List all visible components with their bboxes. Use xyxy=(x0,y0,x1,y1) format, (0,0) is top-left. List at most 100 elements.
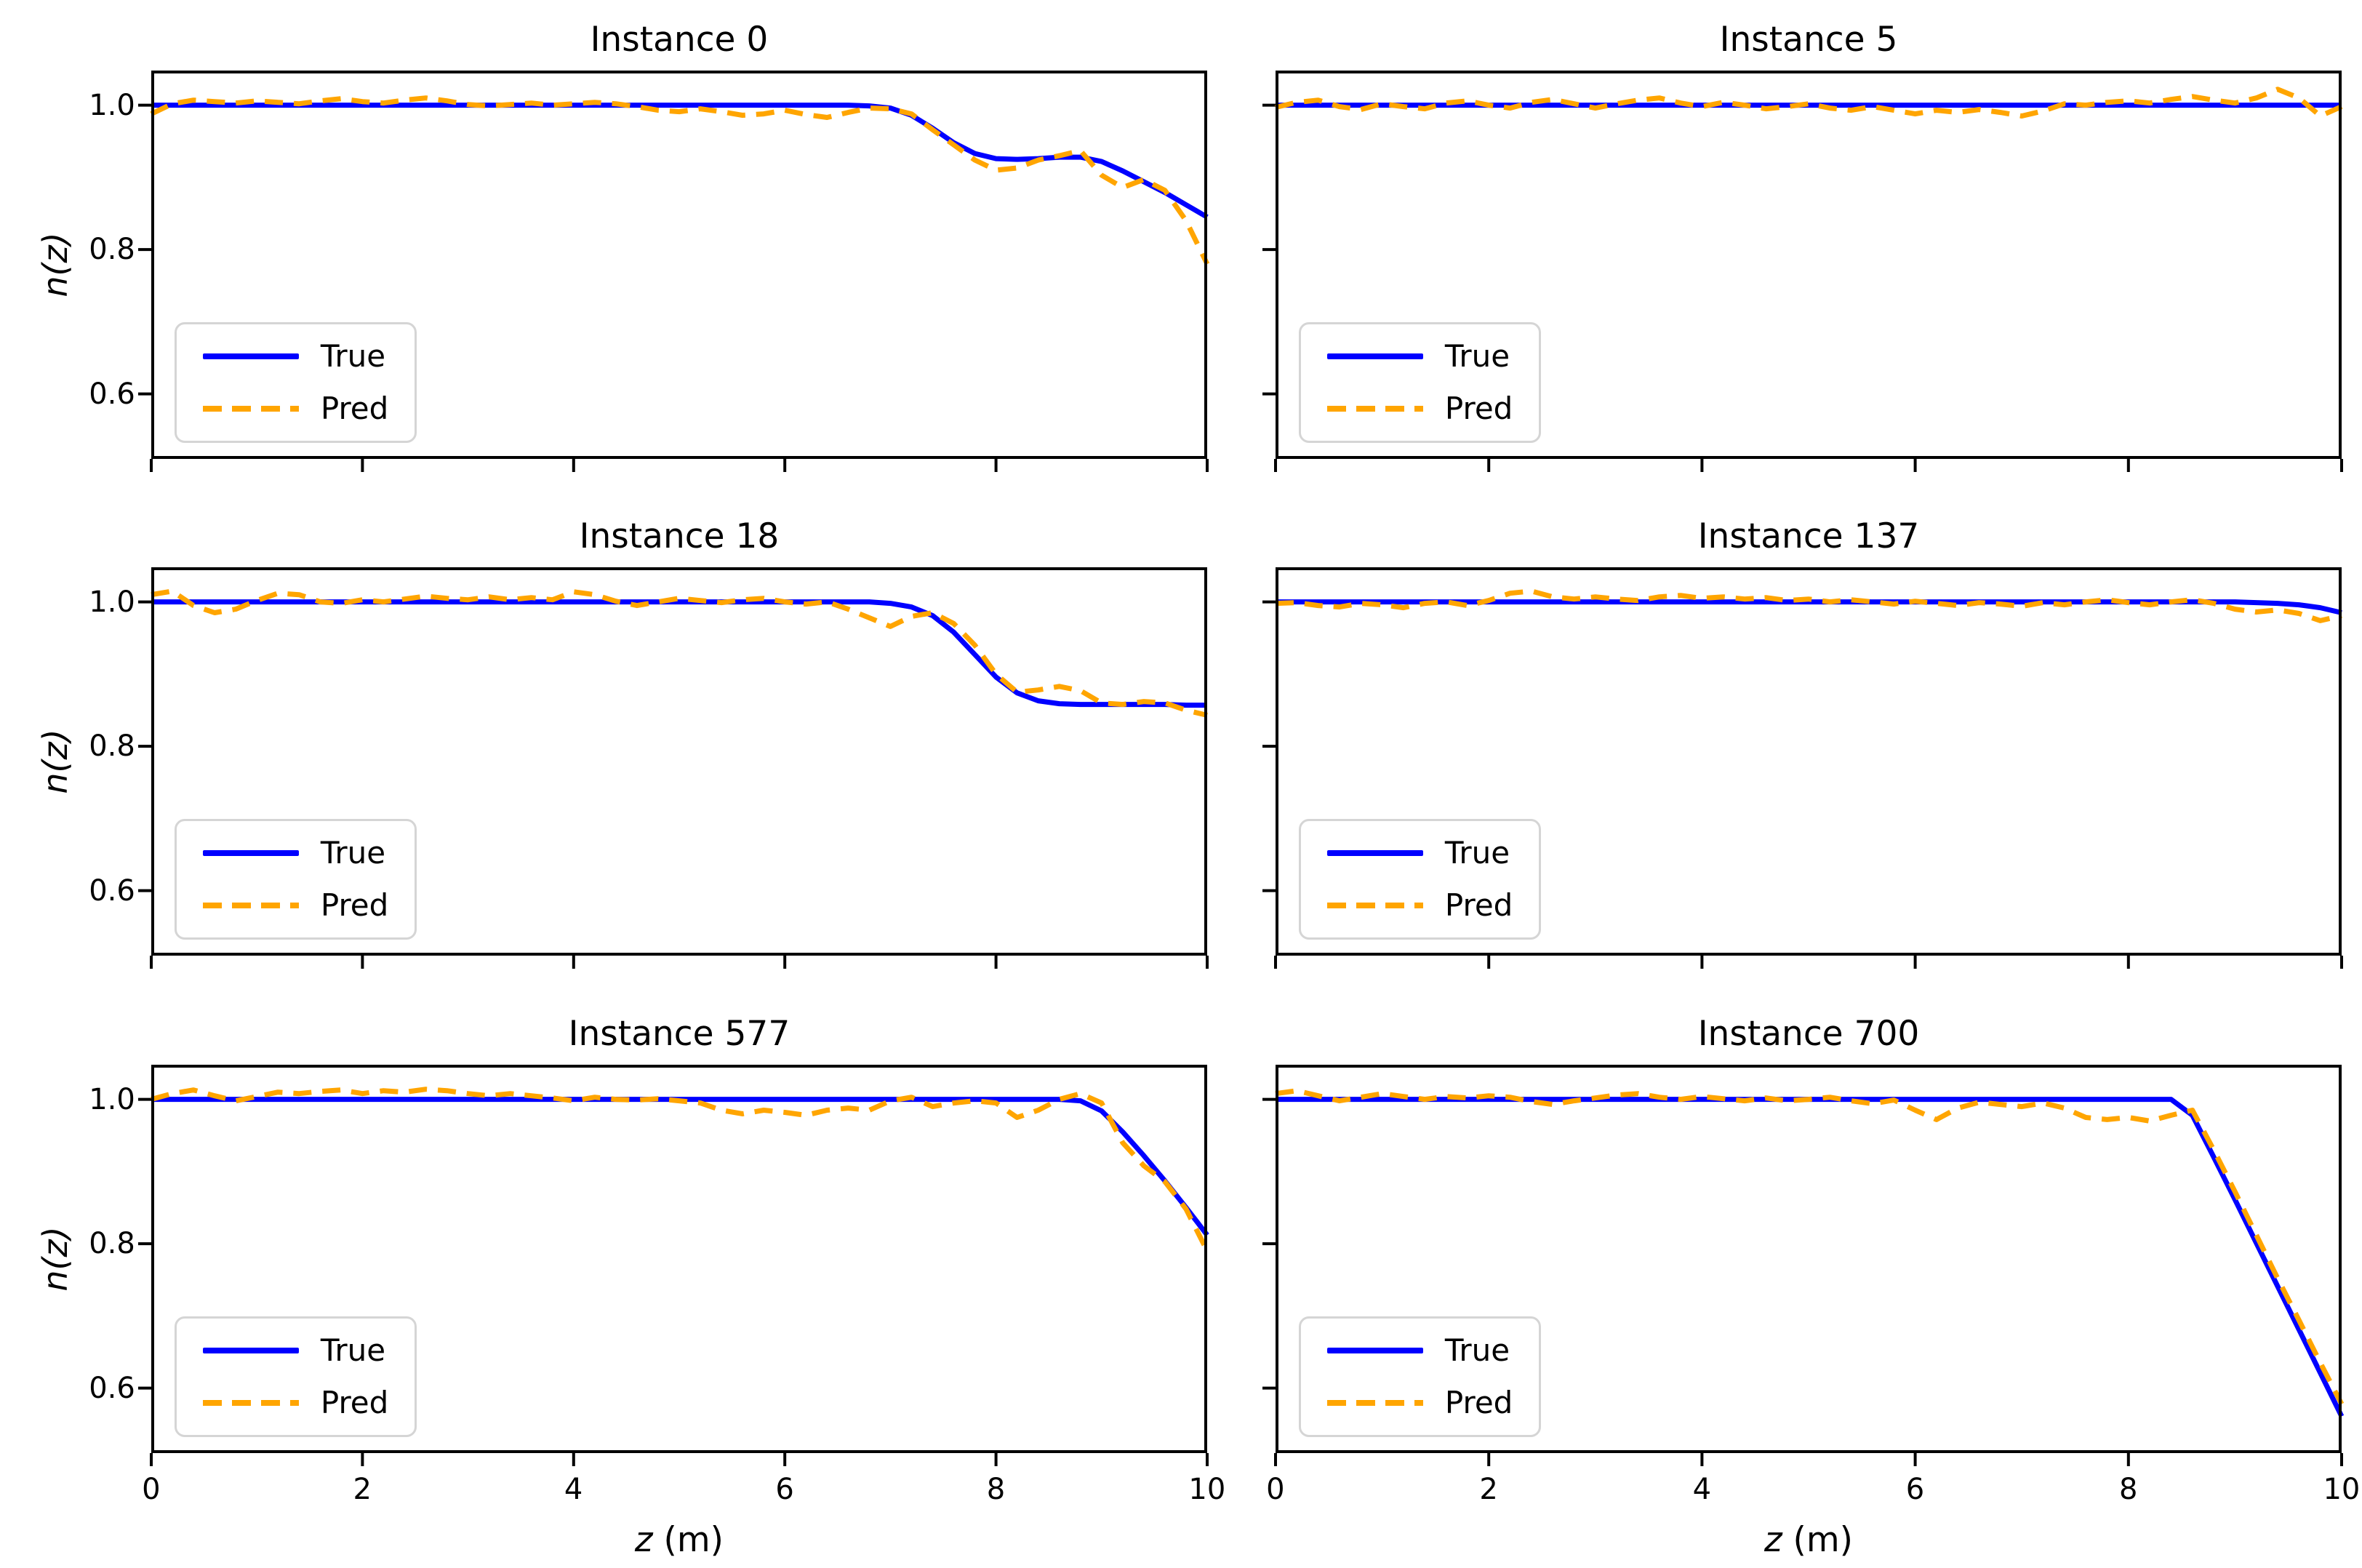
pred-line xyxy=(1275,87,2343,119)
subplot-title: Instance 18 xyxy=(579,516,780,557)
legend-label-pred: Pred xyxy=(1444,391,1513,427)
y-tick-label: 0.6 xyxy=(89,377,135,411)
true-line-sample-icon xyxy=(202,353,299,360)
y-tick-label: 0.6 xyxy=(89,1371,135,1405)
legend: True Pred xyxy=(1298,819,1542,940)
x-axis-label-unit: (m) xyxy=(1782,1519,1854,1560)
y-tick-label: 1.0 xyxy=(89,585,135,619)
x-tick-label: 2 xyxy=(353,1472,372,1506)
y-tick-label: 1.0 xyxy=(89,1082,135,1116)
pred-line xyxy=(150,95,1210,265)
pred-line-sample-icon xyxy=(1326,903,1423,909)
subplot-title: Instance 137 xyxy=(1697,516,1920,557)
legend-item-pred: Pred xyxy=(1326,1384,1513,1420)
y-tick-label: 0.8 xyxy=(89,233,135,267)
plot-area xyxy=(1262,567,2343,969)
x-axis-label: z (m) xyxy=(151,1520,1207,1560)
pred-line-sample-icon xyxy=(202,406,299,412)
pred-line xyxy=(1275,588,2342,623)
legend: True Pred xyxy=(1298,322,1542,444)
pred-line xyxy=(1275,1088,2345,1406)
x-axis-label-unit: (m) xyxy=(652,1519,724,1560)
y-tick-label: 0.6 xyxy=(89,873,135,908)
subplot-instance-700: Instance 700 True Pred z (m) 0 2 4 6 8 10 xyxy=(1262,1014,2360,1560)
plot-spines xyxy=(1275,1064,2342,1453)
x-tick-label: 8 xyxy=(986,1472,1006,1506)
legend-label-pred: Pred xyxy=(320,391,389,427)
pred-line-sample-icon xyxy=(202,903,299,909)
plot-area xyxy=(137,567,1209,969)
true-line xyxy=(151,103,1209,220)
true-line xyxy=(151,1097,1209,1237)
legend-item-true: True xyxy=(202,835,388,871)
y-tick-label: 0.8 xyxy=(89,729,135,764)
subplot-title: Instance 700 xyxy=(1697,1013,1920,1054)
legend-item-true: True xyxy=(202,338,388,375)
legend-item-true: True xyxy=(1326,338,1513,375)
subplot-instance-577: Instance 577 n(z) True Pred z (m) 1.0 0.8… xyxy=(36,1014,1225,1560)
y-tick-label: 1.0 xyxy=(89,88,135,122)
pred-line-sample-icon xyxy=(202,1399,299,1406)
legend-item-pred: Pred xyxy=(202,391,389,427)
legend-label-true: True xyxy=(1444,338,1510,375)
pred-line xyxy=(151,588,1208,718)
legend-label-pred: Pred xyxy=(320,887,389,924)
plot-spines xyxy=(151,567,1207,956)
plot-spines xyxy=(151,71,1207,460)
x-axis-label: z (m) xyxy=(1276,1520,2342,1560)
x-axis-label-var: z xyxy=(1764,1519,1782,1560)
true-line-sample-icon xyxy=(202,1347,299,1353)
true-line-sample-icon xyxy=(1326,1347,1423,1353)
y-tick-label: 0.8 xyxy=(89,1227,135,1261)
legend-label-true: True xyxy=(320,338,386,375)
legend-label-pred: Pred xyxy=(1444,887,1513,924)
x-tick-label: 10 xyxy=(2323,1472,2361,1506)
legend-label-true: True xyxy=(320,835,386,871)
legend-item-pred: Pred xyxy=(202,887,389,924)
x-axis-label-var: z xyxy=(634,1519,653,1560)
subplot-title: Instance 577 xyxy=(568,1013,790,1054)
pred-line xyxy=(150,1087,1209,1252)
legend: True Pred xyxy=(1298,1316,1542,1437)
plot-area xyxy=(1262,1064,2345,1466)
x-tick-label: 0 xyxy=(142,1472,161,1506)
legend-item-true: True xyxy=(1326,1332,1513,1368)
x-tick-label: 4 xyxy=(564,1472,583,1506)
subplot-instance-5: Instance 5 True Pred xyxy=(1262,20,2343,473)
subplot-instance-137: Instance 137 True Pred xyxy=(1262,516,2343,969)
true-line-sample-icon xyxy=(1326,850,1423,857)
plot-spines xyxy=(151,1064,1207,1453)
true-line-sample-icon xyxy=(1326,353,1423,360)
legend-label-true: True xyxy=(1444,1332,1510,1368)
legend-item-true: True xyxy=(202,1332,388,1368)
pred-line-sample-icon xyxy=(1326,406,1423,412)
legend-label-true: True xyxy=(1444,835,1510,871)
pred-line-sample-icon xyxy=(1326,1399,1423,1406)
legend-item-pred: Pred xyxy=(1326,887,1513,924)
subplot-instance-18: Instance 18 n(z) True Pred 1.0 0.8 0.6 xyxy=(36,516,1209,969)
legend-label-pred: Pred xyxy=(1444,1384,1513,1420)
legend-item-pred: Pred xyxy=(1326,391,1513,427)
true-line-sample-icon xyxy=(202,850,299,857)
x-tick-label: 4 xyxy=(1692,1472,1712,1506)
x-tick-label: 10 xyxy=(1188,1472,1226,1506)
plot-area xyxy=(1262,71,2343,473)
plot-spines xyxy=(1275,567,2342,956)
subplot-title: Instance 5 xyxy=(1719,20,1898,60)
legend-item-pred: Pred xyxy=(202,1386,388,1419)
subplot-instance-0: Instance 0 n(z) True Pred 1.0 0.8 0.6 xyxy=(36,20,1210,473)
true-line xyxy=(151,599,1207,708)
x-tick-label: 0 xyxy=(1266,1472,1285,1506)
legend-label-true: True xyxy=(320,1332,386,1368)
x-tick-label: 8 xyxy=(2118,1472,2138,1506)
plot-spines xyxy=(1275,71,2342,460)
legend-item-true: True xyxy=(1326,835,1513,871)
x-tick-label: 6 xyxy=(1905,1472,1925,1506)
legend: True Pred xyxy=(174,1316,417,1437)
legend: True Pred xyxy=(174,322,417,444)
x-tick-label: 2 xyxy=(1479,1472,1498,1506)
legend: True Pred xyxy=(174,819,417,940)
subplot-title: Instance 0 xyxy=(590,20,769,60)
x-tick-label: 6 xyxy=(775,1472,794,1506)
